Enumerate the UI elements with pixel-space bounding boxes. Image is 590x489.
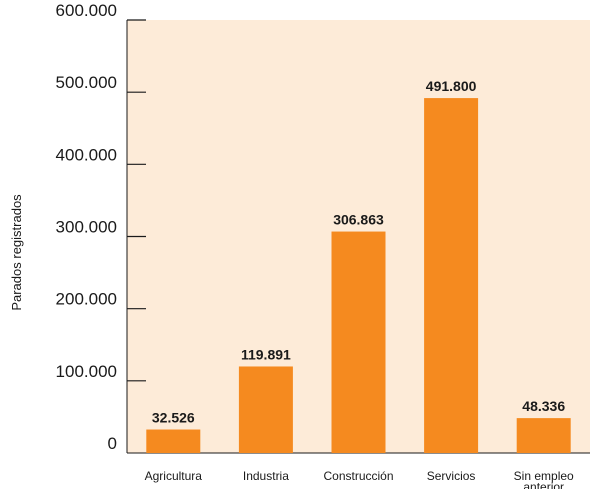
bar (238, 366, 293, 453)
x-category-label: Industria (243, 469, 289, 483)
x-category-label: Construcción (323, 469, 393, 483)
bar-value-label: 306.863 (333, 212, 384, 228)
y-tick-label: 500.000 (56, 73, 117, 92)
x-category-label: Agricultura (145, 469, 203, 483)
bar-value-labels: 32.526 119.891 306.863 491.800 48.336 (152, 78, 565, 425)
y-tick-label: 0 (108, 434, 117, 453)
bar-value-label: 491.800 (426, 78, 477, 94)
y-axis-ticks: 0 100.000 200.000 300.000 400.000 500.000 600.… (56, 1, 146, 453)
y-tick-label: 100.000 (56, 362, 117, 381)
bar (516, 418, 571, 453)
bar (331, 231, 386, 453)
bar-value-label: 32.526 (152, 410, 195, 426)
bar (146, 429, 201, 453)
x-axis-category-labels: Agricultura Industria Construcción Servicio… (145, 469, 574, 489)
y-tick-label: 400.000 (56, 145, 117, 164)
y-axis-title: Parados registrados (9, 194, 24, 311)
bar-value-label: 48.336 (522, 398, 565, 414)
x-category-label: Servicios (427, 469, 476, 483)
y-tick-label: 200.000 (56, 290, 117, 309)
y-tick-label: 600.000 (56, 1, 117, 20)
y-tick-label: 300.000 (56, 218, 117, 237)
bar-value-label: 119.891 (241, 346, 291, 362)
bar (424, 98, 479, 453)
x-category-label: Sin empleo anterior (514, 469, 574, 489)
bars (146, 98, 571, 453)
